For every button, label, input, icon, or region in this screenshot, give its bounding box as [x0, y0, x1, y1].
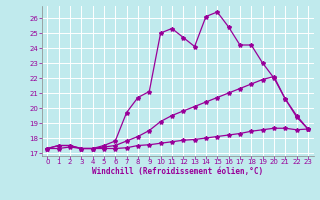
X-axis label: Windchill (Refroidissement éolien,°C): Windchill (Refroidissement éolien,°C) — [92, 167, 263, 176]
